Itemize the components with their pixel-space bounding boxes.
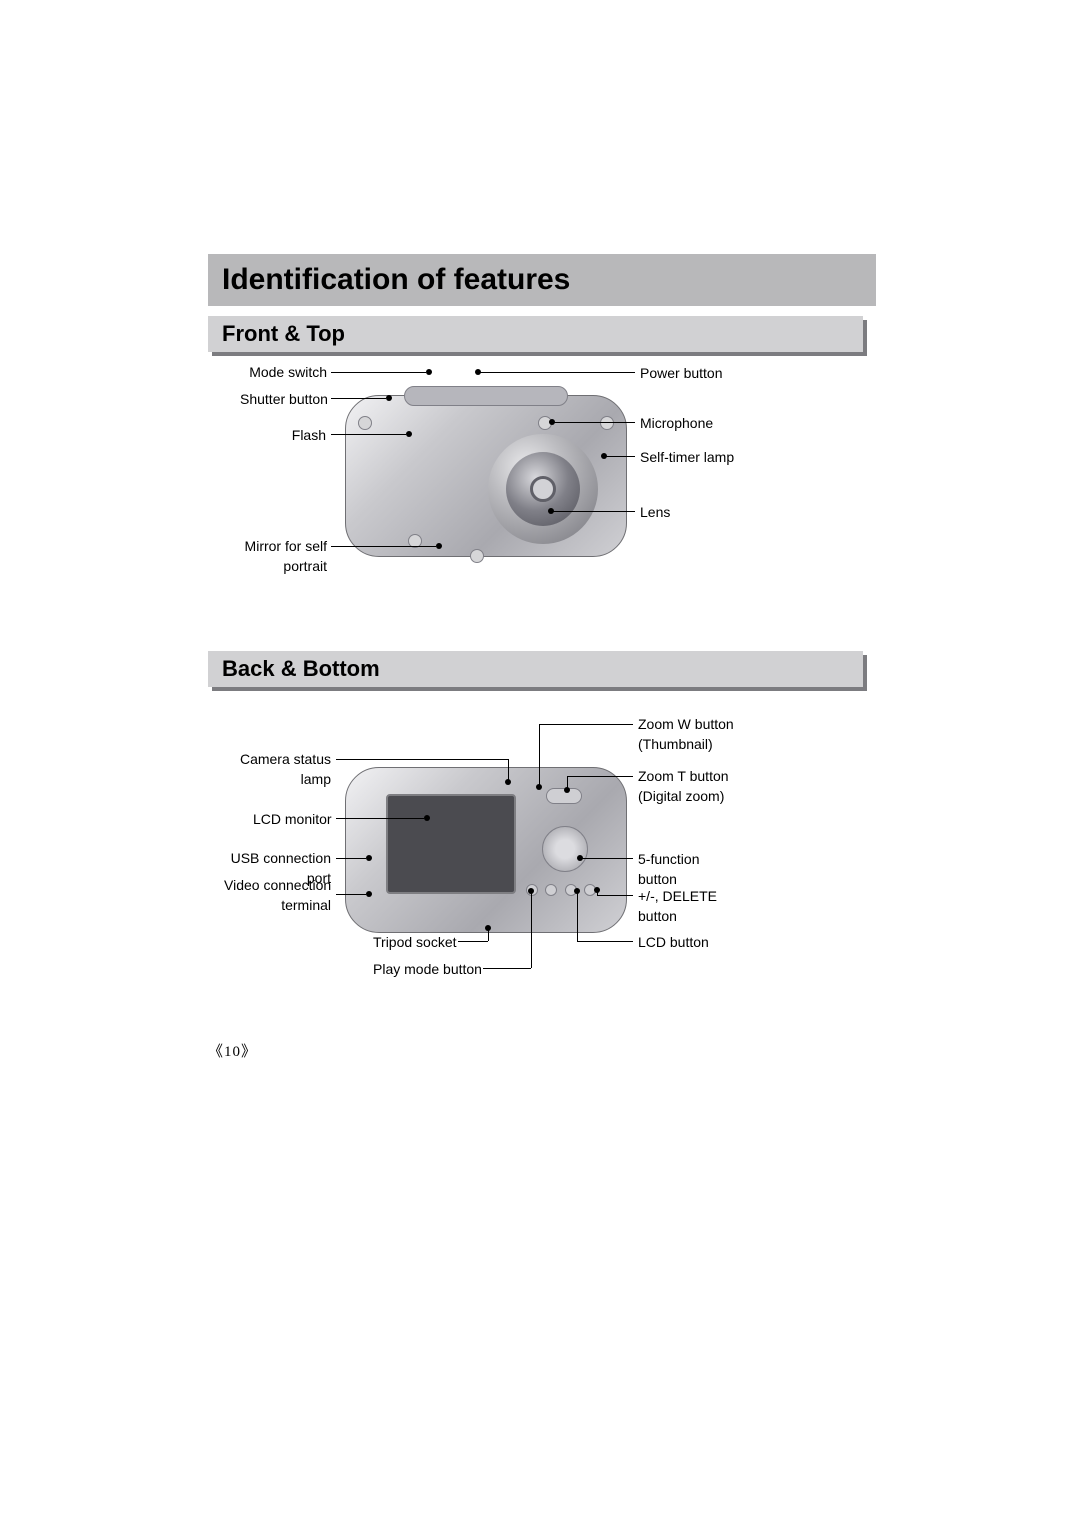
lcd-monitor-shape — [386, 794, 516, 894]
section-back-bottom: Back & Bottom — [208, 651, 863, 687]
section-front-top: Front & Top — [208, 316, 863, 352]
label-flash: Flash — [290, 425, 326, 445]
label-shutter-button: Shutter button — [240, 389, 326, 409]
label-microphone: Microphone — [640, 413, 713, 433]
label-video-terminal: Video connection terminal — [224, 875, 331, 915]
label-mirror: Mirror for self portrait — [241, 536, 327, 576]
camera-front-diagram — [345, 395, 627, 557]
label-five-function: 5-function button — [638, 849, 699, 889]
page-title-bar: Identification of features — [208, 254, 876, 306]
label-delete: +/-, DELETE button — [638, 886, 717, 926]
label-mode-switch: Mode switch — [249, 362, 327, 382]
label-lcd-button: LCD button — [638, 932, 709, 952]
section-label: Front & Top — [222, 321, 345, 347]
label-play-mode: Play mode button — [373, 959, 482, 979]
label-power-button: Power button — [640, 363, 723, 383]
manual-page: Identification of features Front & Top M… — [0, 0, 1080, 1528]
camera-back-diagram — [345, 767, 627, 933]
page-title: Identification of features — [222, 263, 570, 297]
label-camera-status: Camera status lamp — [239, 749, 331, 789]
label-tripod: Tripod socket — [373, 932, 457, 952]
label-lens: Lens — [640, 502, 670, 522]
section-label: Back & Bottom — [222, 656, 380, 682]
page-number: 《10》 — [208, 1040, 257, 1061]
label-lcd-monitor: LCD monitor — [253, 809, 331, 829]
label-selftimer: Self-timer lamp — [640, 447, 734, 467]
label-zoom-t: Zoom T button (Digital zoom) — [638, 766, 729, 806]
label-zoom-w: Zoom W button (Thumbnail) — [638, 714, 734, 754]
